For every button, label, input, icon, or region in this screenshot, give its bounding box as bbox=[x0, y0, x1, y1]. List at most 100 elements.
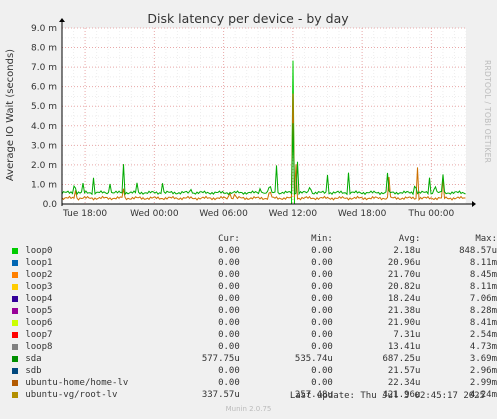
legend-min: 0.00 bbox=[311, 270, 333, 280]
legend-cur: 0.00 bbox=[218, 342, 240, 352]
series-line bbox=[61, 93, 466, 202]
legend-table: Cur: Min: Avg: Max: loop0 0.00 0.00 2.18u 84… bbox=[12, 233, 497, 401]
series-line bbox=[61, 123, 466, 196]
legend-row: loop4 0.00 0.00 18.24u 7.06m bbox=[12, 293, 497, 305]
last-update: Last update: Thu Jul 3 02:45:17 2025 bbox=[289, 391, 485, 401]
legend-row: loop1 0.00 0.00 20.96u 8.11m bbox=[12, 257, 497, 269]
legend-avg: 7.31u bbox=[393, 330, 421, 340]
legend-min: 0.00 bbox=[311, 342, 333, 352]
legend-max: 8.45m bbox=[469, 270, 497, 280]
legend-swatch bbox=[12, 293, 25, 305]
legend-min: 0.00 bbox=[311, 294, 333, 304]
legend-max: 2.54m bbox=[469, 330, 497, 340]
legend-cur: 0.00 bbox=[218, 378, 240, 388]
grid-lines bbox=[61, 27, 467, 204]
legend-min: 0.00 bbox=[311, 282, 333, 292]
legend-row: loop8 0.00 0.00 13.41u 4.73m bbox=[12, 341, 497, 353]
header-max: Max: bbox=[475, 234, 497, 244]
legend-name: loop8 bbox=[25, 342, 53, 352]
legend-avg: 18.24u bbox=[387, 294, 421, 304]
legend-row: loop6 0.00 0.00 21.90u 8.41m bbox=[12, 317, 497, 329]
axes bbox=[59, 18, 476, 207]
legend-min: 257.48u bbox=[294, 390, 333, 400]
legend-cur: 577.75u bbox=[201, 354, 240, 364]
header-cur: Cur: bbox=[218, 234, 240, 244]
x-tick-label: Wed 06:00 bbox=[199, 209, 248, 219]
legend-name: loop0 bbox=[25, 246, 53, 256]
legend-min: 0.00 bbox=[311, 306, 333, 316]
legend-avg: 2.18u bbox=[393, 246, 421, 256]
legend-avg: 22.34u bbox=[387, 378, 421, 388]
legend-min: 0.00 bbox=[311, 366, 333, 376]
legend-max: 2.99m bbox=[469, 378, 497, 388]
legend-swatch bbox=[12, 281, 25, 293]
chart-title: Disk latency per device - by day bbox=[147, 11, 349, 26]
y-axis-arrow bbox=[59, 18, 65, 22]
legend-swatch bbox=[12, 317, 25, 329]
legend-max: 8.11m bbox=[469, 258, 497, 268]
legend-row: ubuntu-home/home-lv 0.00 0.00 22.34u 2.99m bbox=[12, 377, 497, 389]
legend-min: 0.00 bbox=[311, 378, 333, 388]
legend-row: loop5 0.00 0.00 21.38u 8.28m bbox=[12, 305, 497, 317]
legend-row: sda 577.75u 535.74u 687.25u 3.69m bbox=[12, 353, 497, 365]
legend-max: 2.96m bbox=[469, 366, 497, 376]
x-tick-label: Wed 00:00 bbox=[130, 209, 179, 219]
legend-swatch bbox=[12, 257, 25, 269]
legend-swatch bbox=[12, 245, 25, 257]
y-axis-label: Average IO Wait (seconds) bbox=[5, 49, 16, 181]
y-tick-labels: 0.0 1.0 m 2.0 m 3.0 m 4.0 m 5.0 m 6.0 m 7.0 m 8.… bbox=[31, 24, 57, 210]
x-tick-labels: Tue 18:00 Wed 00:00 Wed 06:00 Wed 12:00 Wed … bbox=[62, 209, 454, 219]
x-tick-label: Wed 18:00 bbox=[338, 209, 387, 219]
legend-name: ubuntu-home/home-lv bbox=[25, 378, 129, 388]
legend-name: ubuntu-vg/root-lv bbox=[25, 390, 118, 400]
legend-min: 0.00 bbox=[311, 258, 333, 268]
legend-avg: 20.96u bbox=[387, 258, 421, 268]
legend-name: sdb bbox=[25, 366, 42, 376]
legend-name: loop4 bbox=[25, 294, 53, 304]
y-tick-label: 8.0 m bbox=[31, 44, 57, 54]
legend-max: 848.57u bbox=[459, 246, 497, 256]
y-tick-label: 2.0 m bbox=[31, 161, 57, 171]
legend-cur: 0.00 bbox=[218, 306, 240, 316]
legend-min: 0.00 bbox=[311, 318, 333, 328]
x-axis-arrow bbox=[472, 201, 476, 207]
legend-min: 0.00 bbox=[311, 246, 333, 256]
legend-swatch bbox=[12, 365, 25, 377]
y-tick-label: 9.0 m bbox=[31, 24, 57, 34]
legend-row: loop2 0.00 0.00 21.70u 8.45m bbox=[12, 269, 497, 281]
latency-chart: Disk latency per device - by day Average… bbox=[5, 11, 492, 219]
legend-avg: 421.96u bbox=[382, 390, 421, 400]
legend-name: loop3 bbox=[25, 282, 53, 292]
legend-avg: 13.41u bbox=[387, 342, 421, 352]
legend-min: 535.74u bbox=[294, 354, 333, 364]
legend-max: 4.73m bbox=[469, 342, 497, 352]
x-tick-label: Tue 18:00 bbox=[62, 209, 107, 219]
legend-row: loop0 0.00 0.00 2.18u 848.57u bbox=[12, 245, 497, 257]
legend-cur: 0.00 bbox=[218, 270, 240, 280]
legend-swatch bbox=[12, 353, 25, 365]
legend-swatch bbox=[12, 269, 25, 281]
legend-cur: 0.00 bbox=[218, 366, 240, 376]
legend-swatch bbox=[12, 389, 25, 401]
legend-row: sdb 0.00 0.00 21.57u 2.96m bbox=[12, 365, 497, 377]
legend-name: loop1 bbox=[25, 258, 53, 268]
legend-cur: 0.00 bbox=[218, 294, 240, 304]
legend-min: 0.00 bbox=[311, 330, 333, 340]
legend-row: ubuntu-vg/root-lv 337.57u 257.48u 421.96u 4.… bbox=[12, 389, 497, 401]
legend-swatch bbox=[12, 377, 25, 389]
legend-max: 7.06m bbox=[469, 294, 497, 304]
legend-avg: 20.82u bbox=[387, 282, 421, 292]
legend-cur: 337.57u bbox=[201, 390, 240, 400]
header-min: Min: bbox=[311, 234, 333, 244]
legend-max: 3.69m bbox=[469, 354, 497, 364]
header-avg: Avg: bbox=[398, 234, 421, 244]
y-tick-label: 1.0 m bbox=[31, 180, 57, 190]
legend-name: loop5 bbox=[25, 306, 53, 316]
legend-avg: 687.25u bbox=[382, 354, 421, 364]
legend-cur: 0.00 bbox=[218, 258, 240, 268]
legend-swatch bbox=[12, 329, 25, 341]
legend-cur: 0.00 bbox=[218, 246, 240, 256]
legend-cur: 0.00 bbox=[218, 330, 240, 340]
legend-max: 8.28m bbox=[469, 306, 497, 316]
y-tick-label: 5.0 m bbox=[31, 102, 57, 112]
